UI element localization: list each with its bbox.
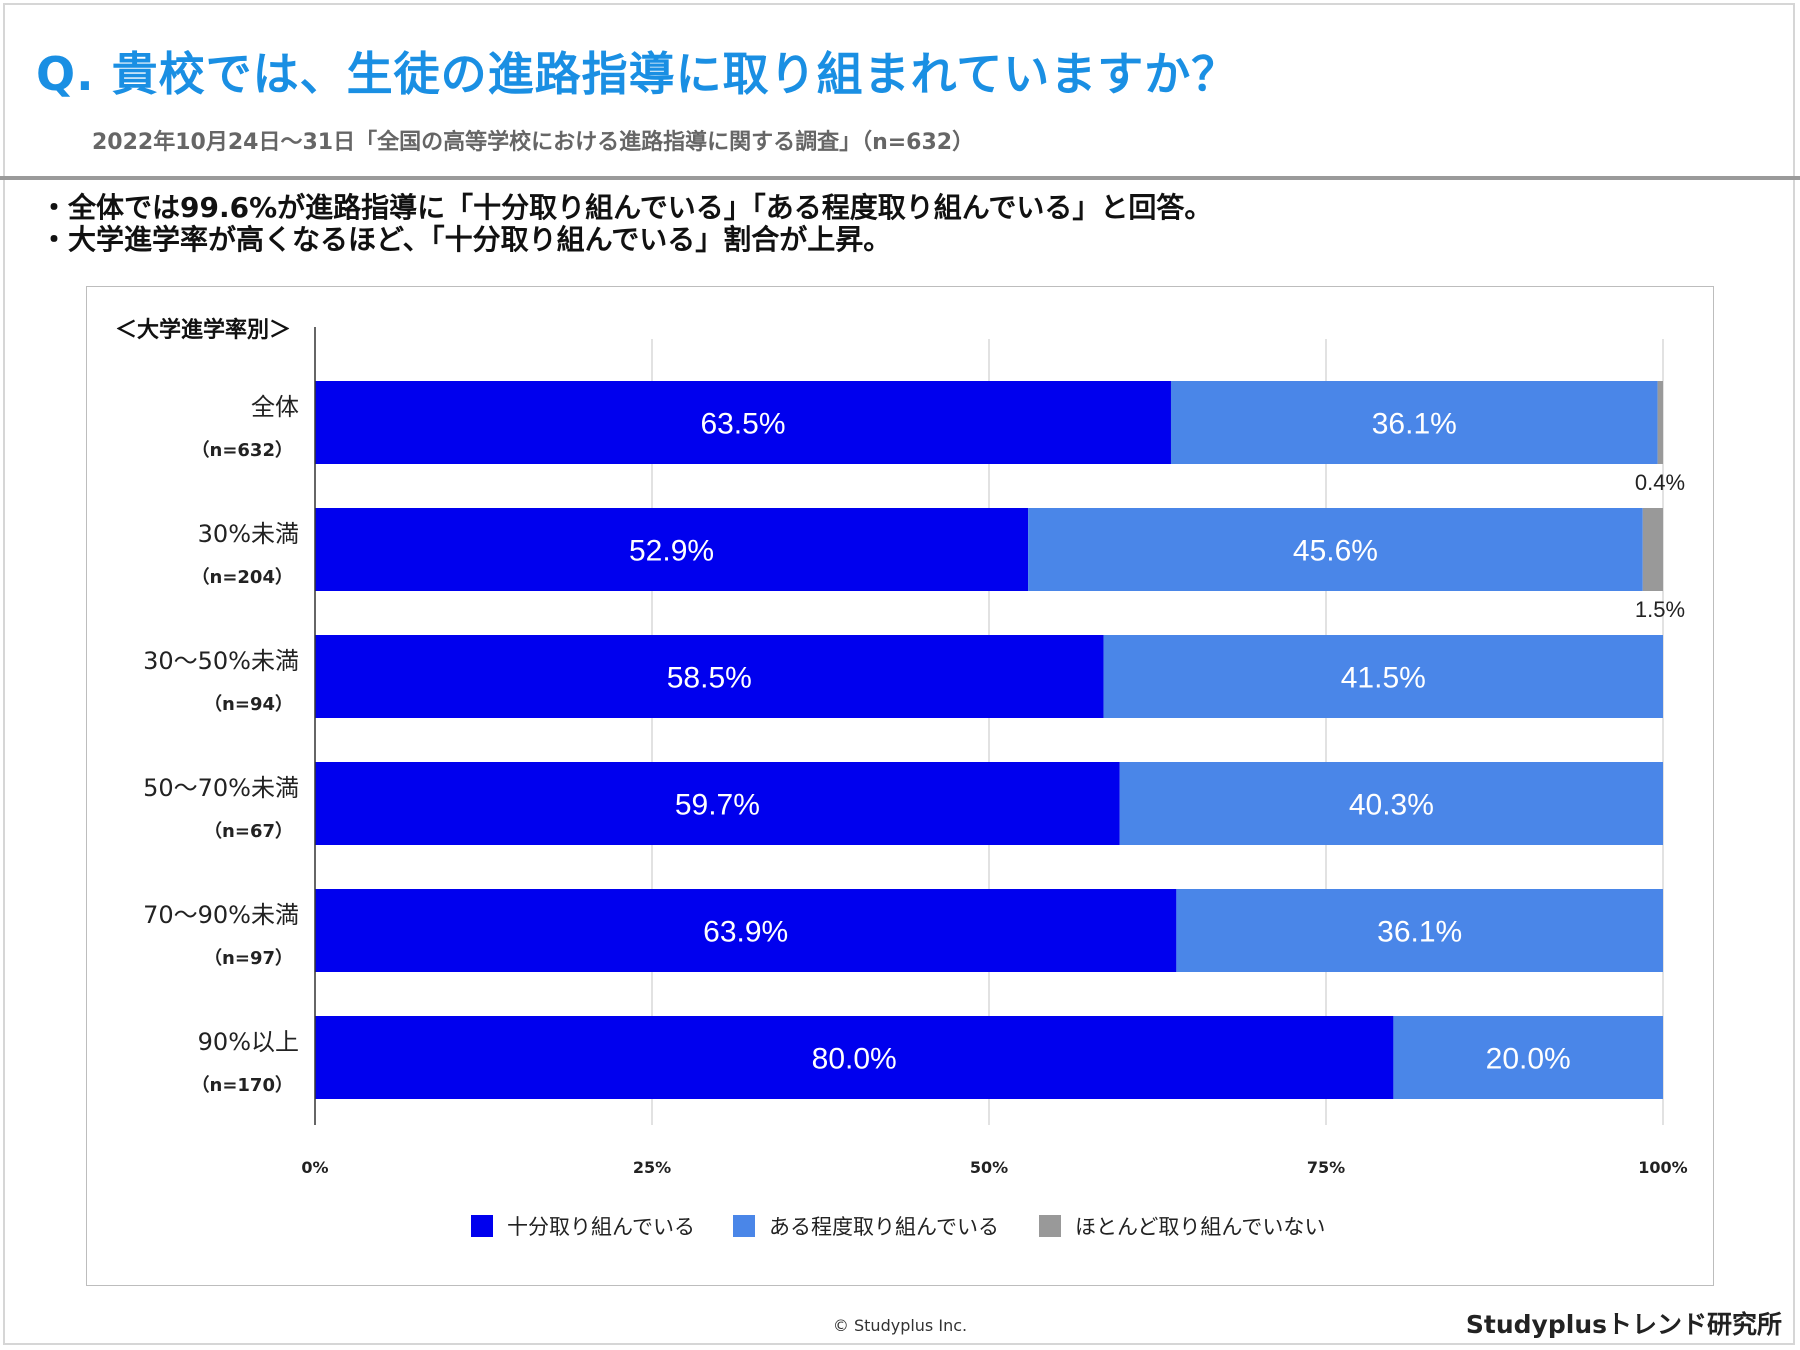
chart-group-title: ＜大学進学率別＞ xyxy=(115,317,291,343)
bar-data-label-small: 0.4% xyxy=(1635,470,1685,495)
x-tick-label: 50% xyxy=(970,1158,1008,1177)
bar-segment xyxy=(315,635,1104,718)
summary-bullet: ・大学進学率が高くなるほど、「十分取り組んでいる」割合が上昇。 xyxy=(40,223,892,256)
copyright-text: © Studyplus Inc. xyxy=(832,1316,968,1335)
summary-bullet: ・全体では99.6%が進路指導に「十分取り組んでいる」「ある程度取り組んでいる」… xyxy=(40,191,1213,224)
x-tick-label: 75% xyxy=(1307,1158,1345,1177)
category-sample-size: （n=97） xyxy=(204,948,293,969)
bar-segment xyxy=(1176,889,1663,972)
category-sample-size: （n=67） xyxy=(204,821,293,842)
survey-subtitle: 2022年10月24日～31日「全国の高等学校における進路指導に関する調査」（n… xyxy=(92,130,975,155)
bar-data-label: 63.5% xyxy=(700,408,785,441)
bar-data-label: 52.9% xyxy=(629,535,714,568)
category-label: 30～50%未満 xyxy=(143,647,299,675)
legend-label: 十分取り組んでいる xyxy=(507,1215,695,1239)
category-label: 30%未満 xyxy=(198,520,299,548)
bar-segment xyxy=(1028,508,1643,591)
bar-segment xyxy=(1657,381,1663,464)
bar-data-label: 36.1% xyxy=(1377,916,1462,949)
bar-data-label: 45.6% xyxy=(1293,535,1378,568)
category-label: 全体 xyxy=(251,393,299,421)
bar-data-label: 80.0% xyxy=(812,1043,897,1076)
x-tick-label: 25% xyxy=(633,1158,671,1177)
category-label: 90%以上 xyxy=(198,1028,299,1056)
category-label: 70～90%未満 xyxy=(143,901,299,929)
legend-swatch xyxy=(471,1215,493,1237)
bar-segment xyxy=(1170,381,1658,464)
bar-segment xyxy=(1119,762,1663,845)
bar-data-label: 63.9% xyxy=(703,916,788,949)
bar-segment xyxy=(1103,635,1663,718)
category-sample-size: （n=170） xyxy=(192,1075,293,1096)
bar-segment xyxy=(315,889,1177,972)
x-tick-label: 0% xyxy=(301,1158,328,1177)
bar-segment xyxy=(315,1016,1394,1099)
category-label: 50～70%未満 xyxy=(143,774,299,802)
summary-bullets: ・全体では99.6%が進路指導に「十分取り組んでいる」「ある程度取り組んでいる」… xyxy=(40,192,1212,256)
page-frame xyxy=(3,3,1795,1345)
stacked-bar-chart: ＜大学進学率別＞ 0% 25% 50% 75% 100% 63.5% 36.1% 0.4% 全体 （… xyxy=(115,317,1688,1239)
bar-data-label: 40.3% xyxy=(1349,789,1434,822)
bar-data-label: 36.1% xyxy=(1372,408,1457,441)
bar-segment xyxy=(315,762,1120,845)
x-tick-label: 100% xyxy=(1638,1158,1687,1177)
bar-segment xyxy=(315,508,1029,591)
bar-segment xyxy=(1642,508,1663,591)
bar-segment xyxy=(315,381,1171,464)
brand-logo-text: Studyplusトレンド研究所 xyxy=(1465,1310,1782,1339)
header-divider xyxy=(0,176,1800,180)
legend-swatch xyxy=(733,1215,755,1237)
page-title: Q. 貴校では、生徒の進路指導に取り組まれていますか？ xyxy=(36,47,1239,101)
category-sample-size: （n=632） xyxy=(192,440,293,461)
bar-data-label: 41.5% xyxy=(1341,662,1426,695)
chart-panel: ＜大学進学率別＞ 0% 25% 50% 75% 100% 63.5% 36.1% 0.4% 全体 （… xyxy=(86,286,1714,1286)
legend-label: ある程度取り組んでいる xyxy=(769,1215,999,1239)
legend-swatch xyxy=(1039,1215,1061,1237)
bar-data-label: 20.0% xyxy=(1486,1043,1571,1076)
category-sample-size: （n=94） xyxy=(204,694,293,715)
category-sample-size: （n=204） xyxy=(192,567,293,588)
bar-data-label: 59.7% xyxy=(675,789,760,822)
bar-data-label-small: 1.5% xyxy=(1635,597,1685,622)
bar-data-label: 58.5% xyxy=(667,662,752,695)
legend-label: ほとんど取り組んでいない xyxy=(1075,1215,1325,1239)
bar-segment xyxy=(1393,1016,1663,1099)
